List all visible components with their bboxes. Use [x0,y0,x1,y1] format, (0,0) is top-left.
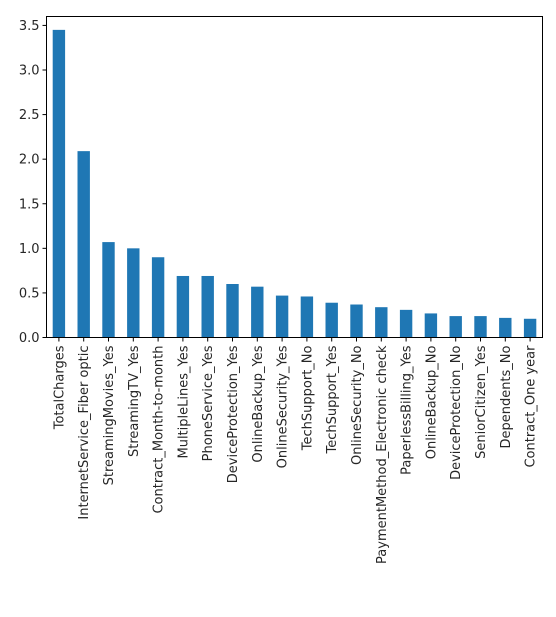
x-tick-label-16: DeviceProtection_No [449,345,464,479]
x-tick-label-14: PaperlessBilling_Yes [400,345,415,475]
bar-14 [399,309,413,338]
bar-13 [375,307,388,338]
bar-9 [275,295,289,338]
bar-16 [449,316,462,338]
bar-4 [151,257,165,338]
bar-3 [127,248,140,338]
x-tick-label-17: SeniorCitizen_Yes [474,345,489,459]
x-tick-label-18: Dependents_No [499,345,514,448]
x-tick-label-13: PaymentMethod_Electronic check [375,345,390,564]
y-tick-label-5: 2.5 [19,108,40,123]
x-tick-label-10: TechSupport_No [300,345,315,451]
x-tick-label-6: PhoneService_Yes [201,345,216,461]
x-tick-label-4: Contract_Month-to-month [152,346,167,514]
plot-frame [46,16,543,338]
bar-1 [77,151,90,338]
bar-18 [499,317,512,338]
bar-5 [176,275,190,338]
x-tick-label-8: OnlineBackup_Yes [251,345,266,462]
x-tick-label-12: OnlineSecurity_No [350,345,365,465]
x-tick-label-11: TechSupport_Yes [325,345,340,454]
bar-11 [325,302,338,338]
y-tick-label-4: 2.0 [19,153,40,168]
x-tick-label-7: DeviceProtection_Yes [226,345,241,483]
bar-19 [523,318,537,338]
bar-15 [424,313,438,338]
x-axis: TotalCharges InternetService_Fiber optic S… [52,337,539,564]
bar-10 [300,296,314,338]
bar-6 [201,275,214,338]
x-tick-label-15: OnlineBackup_No [424,345,439,459]
bar-17 [474,316,487,338]
x-tick-label-2: StreamingMovies_Yes [102,345,117,485]
bar-2 [102,242,115,338]
x-tick-label-0: TotalCharges [52,345,67,430]
x-tick-label-9: OnlineSecurity_Yes [276,345,291,468]
x-tick-label-3: StreamingTV_Yes [127,345,142,457]
y-tick-label-3: 1.5 [19,197,40,212]
y-tick-label-1: 0.5 [19,286,40,301]
x-tick-label-5: MultipleLines_Yes [176,345,191,458]
y-tick-label-0: 0.0 [19,331,40,346]
y-tick-label-7: 3.5 [19,19,40,34]
x-tick-label-19: Contract_One year [524,345,539,468]
y-axis: 0.0 0.5 1.0 1.5 2.0 2.5 3.0 3.5 [19,19,47,346]
bar-0 [52,29,66,338]
bar-7 [226,284,239,338]
bars-group [52,29,537,338]
bar-12 [350,304,363,338]
y-tick-label-6: 3.0 [19,64,40,79]
y-tick-label-2: 1.0 [19,242,40,257]
x-tick-label-1: InternetService_Fiber optic [77,346,92,520]
bar-8 [251,286,264,338]
